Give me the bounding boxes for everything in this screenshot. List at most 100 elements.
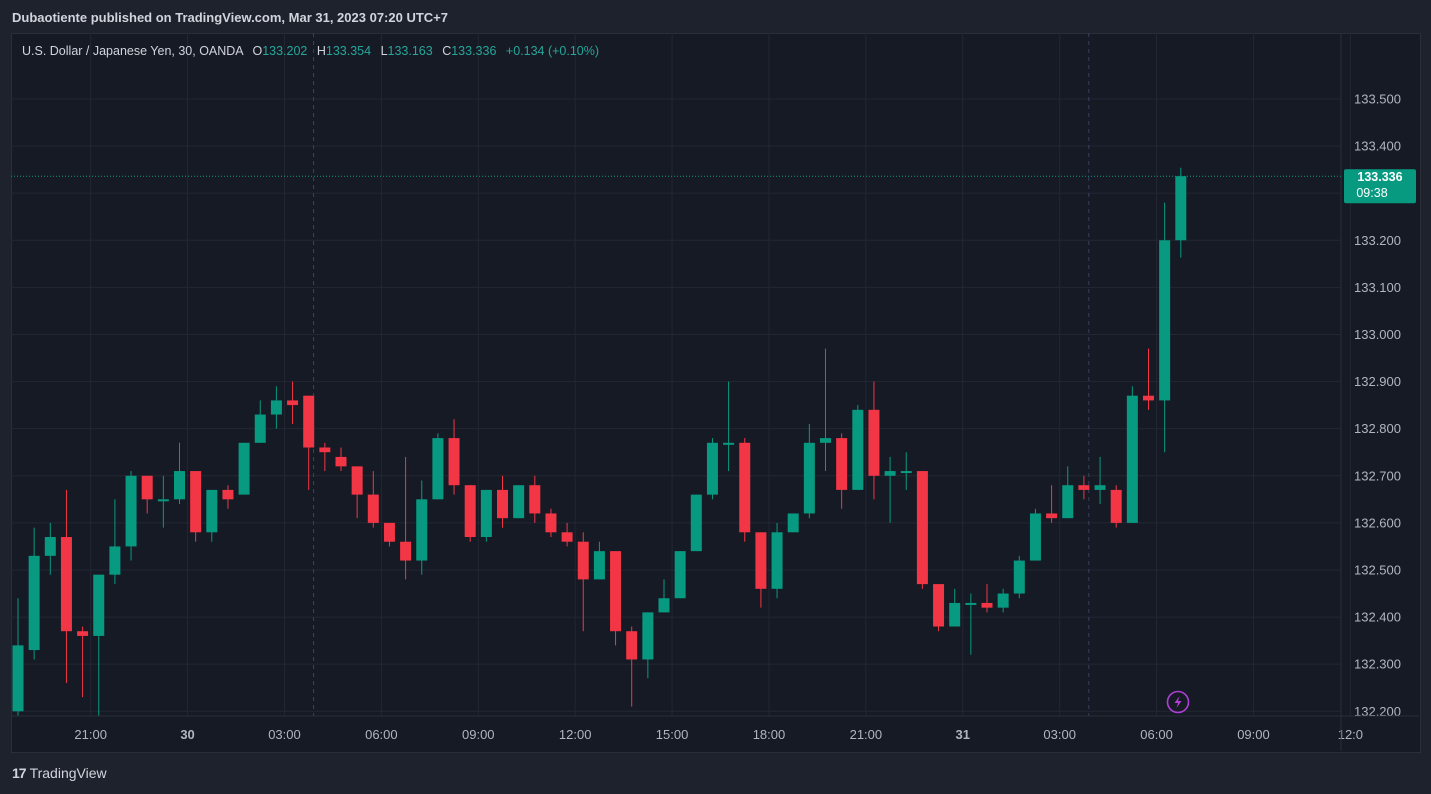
y-tick-label: 132.900 [1354, 374, 1401, 389]
candle [190, 471, 202, 542]
candle [803, 423, 815, 519]
x-tick-label: 09:00 [462, 727, 495, 742]
legend-high-value: 133.354 [325, 44, 372, 58]
candle-body [93, 574, 105, 636]
candle [464, 485, 476, 542]
legend-close-label: C [442, 44, 452, 58]
x-tick-label: 18:00 [753, 727, 786, 742]
candle-body [642, 612, 654, 660]
candle-body [1159, 240, 1171, 401]
candle-body [400, 541, 412, 561]
candle-body [852, 409, 864, 490]
x-tick-label: 03:00 [1043, 727, 1076, 742]
candle-body [755, 532, 767, 589]
candle [319, 442, 331, 472]
candle [432, 433, 444, 500]
candle-body [303, 395, 315, 448]
candle-body [1126, 395, 1138, 523]
candle [706, 438, 718, 500]
legend-symbol: U.S. Dollar / Japanese Yen, 30, OANDA [22, 44, 243, 58]
candle [561, 522, 573, 547]
candle-body [480, 489, 492, 538]
candle [1062, 466, 1074, 519]
y-tick-label: 132.800 [1354, 421, 1401, 436]
candle-body [706, 442, 718, 495]
candle [577, 532, 589, 632]
candle [157, 475, 169, 528]
last-price-tag: 133.336 09:38 [1344, 169, 1416, 204]
candle-body [416, 499, 428, 561]
candle-body [513, 485, 525, 519]
candle-body [1062, 485, 1074, 519]
x-tick-label: 21:00 [850, 727, 883, 742]
lightning-icon[interactable] [1166, 690, 1190, 714]
candle-body [965, 602, 977, 605]
legend-open-value: 133.202 [262, 44, 308, 58]
candle-body [836, 438, 848, 490]
candle [1046, 485, 1058, 523]
candle [981, 584, 993, 613]
candle [739, 438, 751, 542]
legend-open-label: O [252, 44, 263, 58]
candle-body [238, 442, 250, 495]
candle [28, 527, 40, 660]
candle-body [933, 584, 945, 627]
candle [303, 395, 315, 490]
candle-body [577, 541, 589, 580]
y-tick-label: 133.100 [1354, 280, 1401, 295]
y-tick-label: 133.200 [1354, 233, 1401, 248]
candle [610, 551, 622, 646]
candle [1094, 456, 1106, 505]
candle-body [448, 438, 460, 486]
candle-body [12, 645, 24, 712]
y-tick-label: 133.400 [1354, 139, 1401, 154]
y-tick-label: 132.500 [1354, 562, 1401, 577]
legend-low-value: 133.163 [387, 44, 433, 58]
y-tick-label: 133.000 [1354, 327, 1401, 342]
candle [1029, 508, 1041, 561]
x-tick-label: 06:00 [365, 727, 398, 742]
x-tick-label: 12:00 [559, 727, 592, 742]
candle [141, 475, 153, 514]
chart-frame[interactable] [11, 33, 1421, 753]
candle-body [997, 593, 1009, 608]
chart-legend: U.S. Dollar / Japanese Yen, 30, OANDA O1… [22, 44, 599, 58]
candle [1126, 386, 1138, 523]
candle-body [1046, 513, 1058, 519]
last-price-value: 133.336 [1357, 170, 1402, 184]
candle [529, 475, 541, 523]
candle-body [351, 466, 363, 495]
candle-body [254, 414, 266, 443]
candle [513, 485, 525, 519]
candle-body [1094, 485, 1106, 490]
axis-layer: 132.200 132.300 132.400 132.500 132.600 132.7… [11, 33, 1419, 751]
candle-body [109, 546, 121, 575]
candle-body [803, 442, 815, 514]
tradingview-logo[interactable]: 17 TradingView [12, 765, 107, 781]
candle-body [28, 555, 40, 651]
candle-body [771, 532, 783, 589]
candle [335, 447, 347, 472]
candle-body [529, 485, 541, 514]
candle [383, 522, 395, 547]
candle [658, 579, 670, 613]
candle-body [319, 447, 331, 453]
x-tick-label: 15:00 [656, 727, 689, 742]
x-tick-label: 30 [180, 727, 194, 742]
candle-body [739, 442, 751, 533]
candle-body [561, 532, 573, 542]
tradingview-brand: TradingView [29, 765, 107, 781]
candle [820, 348, 831, 472]
candle [367, 471, 379, 528]
candle [997, 588, 1009, 613]
candle [44, 522, 56, 575]
candle-body [141, 475, 153, 500]
chart-svg[interactable]: 132.200 132.300 132.400 132.500 132.600 132.7… [11, 33, 1419, 751]
candle [400, 456, 412, 580]
candle-body [1175, 176, 1187, 241]
x-tick-label: 21:00 [74, 727, 107, 742]
candle-body [1029, 513, 1041, 561]
candle-body [383, 522, 395, 542]
candle [771, 522, 783, 599]
candle-body [787, 513, 799, 533]
